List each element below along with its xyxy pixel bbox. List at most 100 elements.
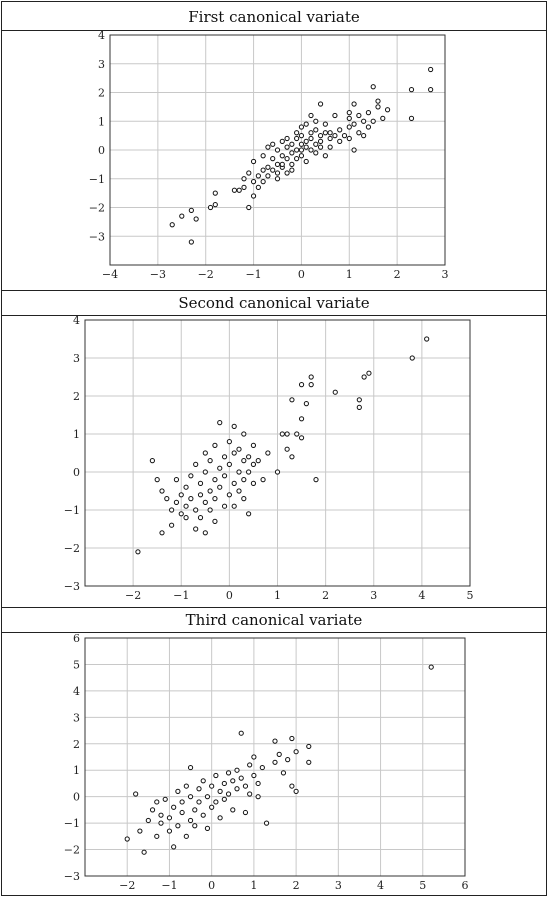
data-point [202,469,208,475]
data-point [226,492,232,498]
data-point [346,110,352,116]
data-point [274,147,281,153]
data-point [159,530,165,536]
data-point [424,336,430,342]
data-point [306,759,312,765]
data-point [212,477,218,483]
data-point [241,176,247,182]
data-point [289,735,295,742]
data-point [250,461,257,467]
data-point [221,503,228,509]
x-tick-label: 5 [419,879,426,892]
data-point [192,807,198,813]
plot-area-border [109,34,446,266]
data-point [284,431,290,437]
data-point [202,530,208,536]
data-point [141,849,147,855]
data-point [135,549,141,555]
data-point [154,477,160,483]
data-point [164,496,170,502]
data-point [289,454,295,460]
y-tick-label: 1 [98,115,105,128]
x-tick-label: 0 [226,589,233,602]
data-point [380,115,386,121]
data-point [183,833,189,839]
chart-title-3: Third canonical variate [185,611,363,629]
x-tick-label: −2 [119,879,135,892]
data-point [250,179,257,185]
data-point [279,153,285,159]
data-point [179,213,185,219]
title-divider-1 [2,30,546,31]
data-point [332,389,338,395]
x-tick-label: 3 [442,268,449,281]
chart-2: −2 −1 0 1 2 3 4 5 −3 −2 −1 0 1 2 3 4 [64,314,474,602]
data-point [327,135,333,142]
x-tick-label: −3 [150,268,166,281]
y-tick-label: 4 [98,29,105,42]
data-point [255,780,261,787]
data-point [217,465,223,471]
data-point [212,442,218,448]
data-point [231,450,237,456]
data-point [193,526,199,532]
data-point [263,820,270,826]
data-point [230,778,236,784]
data-point [166,815,173,821]
data-point [238,730,244,736]
data-point [313,141,319,147]
data-point [408,87,415,93]
data-point [166,828,173,834]
data-point [221,780,227,787]
data-point [247,791,253,797]
data-point [251,754,257,760]
data-point [298,416,305,422]
data-point [187,817,194,824]
data-point [279,161,285,167]
y-tick-label: 4 [73,685,80,698]
data-point [265,173,271,179]
y-tick-label: 2 [98,87,105,100]
data-point [289,150,295,156]
x-tick-label: 0 [298,268,305,281]
data-point [351,147,357,153]
data-point [250,442,257,448]
data-point [270,156,276,162]
data-point [284,446,290,452]
data-point [178,511,184,517]
data-point [242,809,249,816]
data-point [408,115,415,121]
data-point [196,786,202,792]
data-point [303,158,309,165]
data-point [308,374,314,380]
data-point [285,757,291,763]
data-point [279,431,285,437]
x-tick-label: 2 [322,589,329,602]
data-point [306,743,312,750]
data-point [270,141,276,147]
data-point [236,469,242,475]
data-point [173,477,180,483]
data-point [212,518,218,525]
data-point [204,794,211,800]
data-point [361,118,367,124]
y-tick-label: −1 [64,504,80,517]
data-point [196,799,202,805]
data-point [217,815,223,821]
data-point [303,121,309,127]
data-point [289,141,295,147]
data-point [284,135,290,142]
data-point [317,144,324,150]
y-tick-label: −3 [64,580,80,593]
data-point [158,820,164,826]
y-tick-label: −2 [64,542,80,555]
data-point [197,480,204,486]
data-point [289,167,295,173]
data-point [241,477,247,483]
data-point [308,147,314,153]
data-point [193,216,199,222]
x-tick-label: −4 [102,268,118,281]
data-point [346,135,352,142]
chart-title-2: Second canonical variate [178,294,370,312]
data-point [317,133,324,139]
